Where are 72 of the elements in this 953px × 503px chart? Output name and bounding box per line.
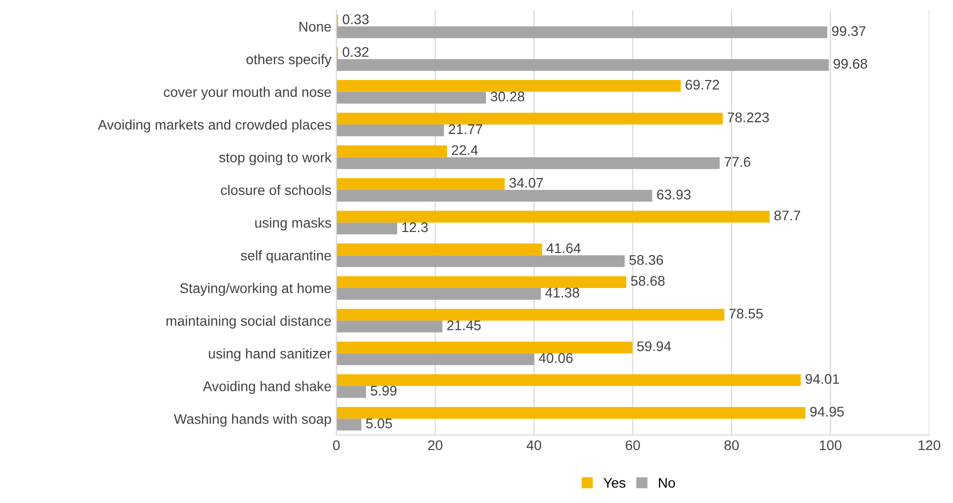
bar bbox=[336, 210, 770, 223]
data-label: 12.3 bbox=[402, 222, 428, 232]
data-label: 41.38 bbox=[545, 288, 580, 298]
bar bbox=[336, 353, 534, 366]
bar bbox=[336, 406, 806, 419]
bar bbox=[336, 308, 724, 321]
data-label: 87.7 bbox=[774, 210, 800, 220]
bar bbox=[336, 178, 505, 190]
bar bbox=[336, 145, 448, 158]
bar bbox=[336, 288, 541, 300]
bar bbox=[336, 374, 801, 386]
bar bbox=[336, 59, 829, 71]
x-tick-label: 120 bbox=[918, 440, 940, 450]
y-tick-label: using hand sanitizer bbox=[208, 348, 332, 362]
bar bbox=[336, 244, 542, 256]
bar bbox=[336, 80, 681, 92]
data-label: 0.33 bbox=[342, 14, 369, 24]
data-label: 34.07 bbox=[509, 178, 543, 188]
bar bbox=[336, 157, 720, 169]
bar bbox=[336, 92, 486, 104]
bar bbox=[336, 255, 625, 268]
y-tick-label: None bbox=[299, 22, 331, 32]
data-label: 99.68 bbox=[834, 58, 868, 69]
data-label: 5.99 bbox=[370, 386, 397, 396]
data-label: 5.05 bbox=[366, 418, 392, 428]
data-label: 22.4 bbox=[452, 145, 478, 155]
bar bbox=[336, 222, 398, 234]
data-label: 0.32 bbox=[342, 47, 368, 57]
data-label: 94.01 bbox=[806, 374, 840, 384]
data-label: 69.72 bbox=[686, 80, 720, 90]
x-tick-label: 40 bbox=[526, 440, 542, 450]
y-tick-label: Avoiding hand shake bbox=[202, 381, 331, 394]
data-label: 30.28 bbox=[490, 92, 524, 102]
data-label: 21.45 bbox=[447, 320, 481, 330]
y-tick-label: maintaining social distance bbox=[166, 316, 331, 329]
bar bbox=[336, 342, 632, 354]
bar bbox=[336, 320, 442, 332]
x-tick-label: 80 bbox=[724, 440, 739, 450]
data-label: 63.93 bbox=[657, 190, 691, 200]
y-tick-label: using masks bbox=[255, 218, 332, 230]
bar bbox=[336, 386, 366, 398]
data-label: 40.06 bbox=[538, 353, 573, 363]
bar bbox=[336, 112, 723, 124]
x-tick-label: 20 bbox=[428, 440, 442, 450]
data-label: 58.36 bbox=[629, 255, 664, 265]
bar bbox=[336, 190, 652, 202]
x-tick-label: 100 bbox=[820, 440, 842, 450]
bar bbox=[336, 26, 828, 38]
x-tick-label: 60 bbox=[626, 440, 640, 450]
y-tick-label: Avoiding markets and crowded places bbox=[98, 119, 332, 132]
bar bbox=[336, 124, 444, 136]
data-label: 99.37 bbox=[832, 26, 866, 36]
y-tick-label: Staying/working at home bbox=[180, 282, 331, 296]
y-tick-label: self quarantine bbox=[240, 250, 331, 264]
y-tick-label: stop going to work bbox=[219, 152, 332, 166]
data-label: 94.95 bbox=[810, 406, 844, 417]
bar bbox=[336, 418, 362, 431]
legend-label: Yes bbox=[604, 478, 626, 488]
data-label: 78.223 bbox=[728, 112, 769, 122]
data-label: 78.55 bbox=[729, 308, 763, 319]
data-label: 21.77 bbox=[448, 124, 482, 134]
y-tick-label: others specify bbox=[246, 54, 332, 68]
data-label: 41.64 bbox=[546, 243, 581, 254]
bar bbox=[336, 276, 626, 288]
x-tick-label: 0 bbox=[333, 440, 340, 450]
y-tick-label: cover your mouth and nose bbox=[164, 86, 331, 100]
y-tick-label: Washing hands with soap bbox=[174, 414, 331, 427]
data-label: 77.6 bbox=[724, 156, 750, 167]
legend-label: No bbox=[658, 478, 675, 488]
data-label: 59.94 bbox=[637, 341, 672, 352]
data-label: 58.68 bbox=[630, 276, 665, 286]
y-tick-label: closure of schools bbox=[220, 184, 332, 196]
